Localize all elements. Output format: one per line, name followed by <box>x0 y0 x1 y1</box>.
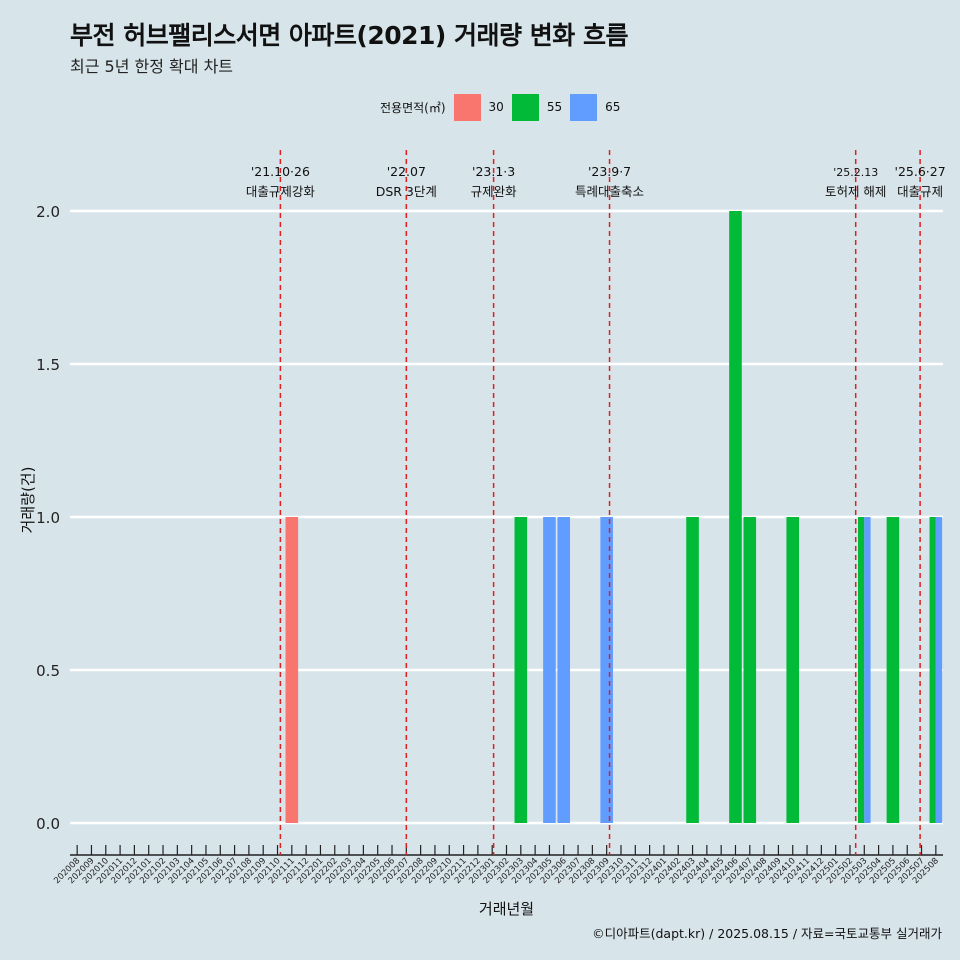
event-date-label: '23.9·7 <box>588 164 631 179</box>
bar-55-202407 <box>743 517 757 823</box>
bar-55-202505 <box>886 517 900 823</box>
bar-65-202309 <box>600 517 613 823</box>
event-date-label: '25.2.13 <box>833 166 878 179</box>
event-name-label: DSR 3단계 <box>376 184 437 199</box>
legend-item-65: 65 <box>570 93 621 121</box>
y-tick-label: 2.0 <box>36 203 60 221</box>
bar-55-202403 <box>686 517 699 823</box>
y-tick-label: 0.5 <box>36 662 60 680</box>
event-date-label: '22.07 <box>387 164 426 179</box>
legend-item-55: 55 <box>511 93 563 121</box>
chart-subtitle: 최근 5년 한정 확대 차트 <box>70 57 234 76</box>
event-date-label: '23.1·3 <box>472 164 515 179</box>
y-axis-title: 거래량(건) <box>19 467 37 534</box>
bar-65-202503 <box>864 517 871 823</box>
y-tick-label: 1.0 <box>36 509 60 527</box>
legend-item-30: 30 <box>453 93 504 121</box>
legend-key-65 <box>570 93 598 121</box>
legend: 전용면적(㎡) 30 55 65 <box>380 93 628 121</box>
event-name-label: 대출규제강화 <box>246 184 316 199</box>
y-tick-label: 0.0 <box>36 815 60 833</box>
bar-65-202508 <box>935 517 943 823</box>
chart-title: 부전 허브팰리스서면 아파트(2021) 거래량 변화 흐름 <box>70 21 628 50</box>
legend-key-30 <box>453 93 481 121</box>
event-name-label: 대출규제 <box>897 184 943 199</box>
y-tick-label: 1.5 <box>36 356 60 374</box>
x-axis-title: 거래년월 <box>479 900 534 918</box>
event-name-label: 규제완화 <box>471 184 518 199</box>
legend-label-55: 55 <box>546 100 563 114</box>
bar-55-202406 <box>729 211 742 823</box>
bar-30-202111 <box>285 517 299 823</box>
event-date-label: '25.6·27 <box>895 164 946 179</box>
source-caption: ©디아파트(dapt.kr) / 2025.08.15 / 자료=국토교통부 실… <box>592 926 942 941</box>
legend-label-65: 65 <box>605 100 621 114</box>
bar-65-202306 <box>557 517 571 823</box>
bar-65-202305 <box>543 517 556 823</box>
bar-55-202503 <box>857 517 865 823</box>
bar-55-202303 <box>514 517 528 823</box>
bar-55-202508 <box>929 517 936 823</box>
event-date-label: '21.10·26 <box>251 164 310 179</box>
legend-title: 전용면적(㎡) <box>380 100 446 115</box>
bar-55-202410 <box>786 517 800 823</box>
legend-key-55 <box>511 93 539 121</box>
event-name-label: 토허제 해제 <box>825 184 886 199</box>
event-name-label: 특례대출축소 <box>575 184 644 199</box>
legend-label-30: 30 <box>488 100 504 114</box>
